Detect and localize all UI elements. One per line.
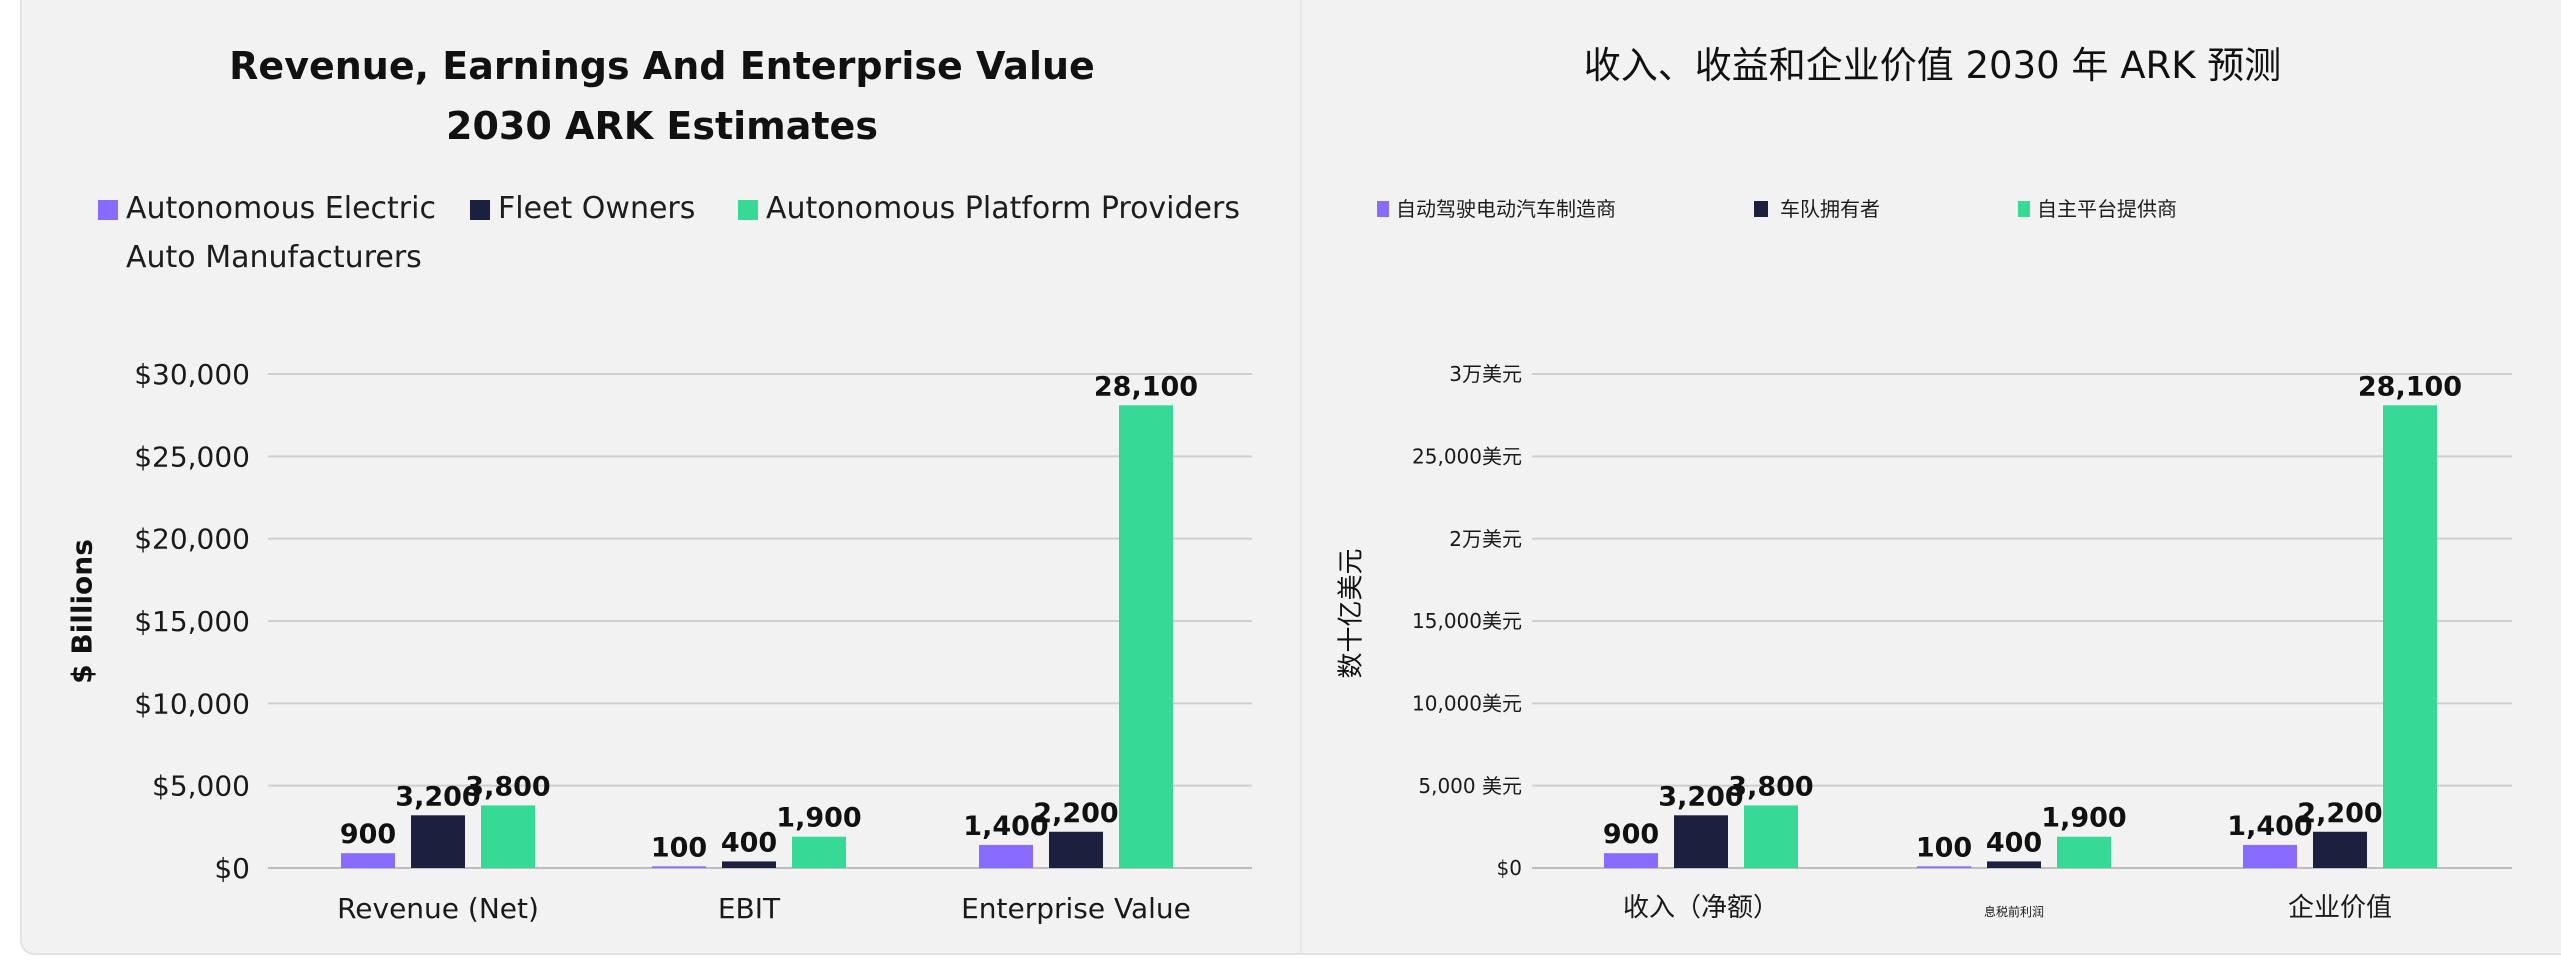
bar-chart-chinese: $0 5,000 美元 10,000美元 15,000美元 2万美元 25,000美元 3万… bbox=[1412, 362, 2512, 923]
chart-panel-english: Revenue, Earnings And Enterprise Value 2… bbox=[20, 0, 1300, 955]
legend-label-autonomous-electric-line-1: Autonomous Electric bbox=[126, 191, 436, 226]
x-category-label-zh: 企业价值 bbox=[2288, 893, 2392, 923]
bar-platform-providers-zh bbox=[2057, 836, 2111, 868]
y-tick-label-zh: 5,000 美元 bbox=[1418, 774, 1522, 798]
data-label-autonomous-electric-zh: 100 bbox=[1916, 832, 1972, 863]
chart-title-chinese: 收入、收益和企业价值 2030 年 ARK 预测 bbox=[1583, 44, 2282, 87]
data-label-autonomous-electric: 100 bbox=[651, 832, 707, 863]
legend-swatch-autonomous-electric-zh bbox=[1377, 201, 1389, 217]
data-label-autonomous-electric-zh: 1,400 bbox=[2227, 811, 2312, 842]
legend-swatch-platform-providers-zh bbox=[2018, 201, 2030, 217]
y-tick-label: $20,000 bbox=[134, 523, 250, 556]
y-tick-label-zh: 3万美元 bbox=[1449, 362, 1522, 386]
bar-platform-providers bbox=[481, 805, 535, 868]
data-label-autonomous-electric-zh: 900 bbox=[1603, 819, 1659, 850]
bar-fleet-owners-zh bbox=[1674, 815, 1728, 868]
data-label-platform-providers-zh: 1,900 bbox=[2041, 803, 2126, 834]
x-category-label-zh: 息税前利润 bbox=[1984, 904, 2044, 919]
chart-title-line-1: Revenue, Earnings And Enterprise Value bbox=[229, 44, 1095, 88]
y-tick-label-zh: 10,000美元 bbox=[1412, 692, 1522, 716]
bar-autonomous-electric bbox=[979, 844, 1033, 868]
chart-panel-chinese: 收入、收益和企业价值 2030 年 ARK 预测 自动驾驶电动汽车制造商 车队拥… bbox=[1300, 0, 2561, 955]
data-label-autonomous-electric: 1,400 bbox=[963, 811, 1048, 842]
data-label-autonomous-electric: 900 bbox=[340, 819, 396, 850]
legend-label-autonomous-electric-zh: 自动驾驶电动汽车制造商 bbox=[1396, 197, 1616, 221]
y-tick-label: $15,000 bbox=[134, 605, 250, 638]
bar-fleet-owners-zh bbox=[1987, 861, 2041, 868]
data-label-platform-providers-zh: 28,100 bbox=[2358, 371, 2462, 402]
y-tick-label: $30,000 bbox=[134, 358, 250, 391]
data-label-fleet-owners: 2,200 bbox=[1033, 798, 1118, 829]
bar-platform-providers bbox=[792, 836, 846, 868]
legend-label-platform-providers: Autonomous Platform Providers bbox=[766, 191, 1240, 226]
bar-autonomous-electric bbox=[341, 853, 395, 868]
x-category-label: Enterprise Value bbox=[961, 892, 1191, 925]
data-label-fleet-owners: 3,200 bbox=[395, 781, 480, 812]
legend-swatch-platform-providers bbox=[738, 200, 758, 220]
chart-title-line-2: 2030 ARK Estimates bbox=[446, 104, 878, 148]
y-tick-label: $25,000 bbox=[134, 440, 250, 473]
bar-fleet-owners bbox=[722, 861, 776, 868]
x-category-label-zh: 收入（净额） bbox=[1623, 893, 1779, 923]
bar-platform-providers-zh bbox=[2383, 405, 2437, 868]
data-label-fleet-owners: 400 bbox=[721, 827, 777, 858]
legend-label-fleet-owners: Fleet Owners bbox=[498, 191, 696, 226]
y-tick-label: $0 bbox=[214, 852, 250, 885]
bar-autonomous-electric-zh bbox=[1604, 853, 1658, 868]
bar-autonomous-electric bbox=[652, 866, 706, 868]
data-label-platform-providers: 28,100 bbox=[1094, 371, 1198, 402]
data-label-fleet-owners-zh: 2,200 bbox=[2297, 798, 2382, 829]
x-category-label: EBIT bbox=[718, 892, 781, 925]
data-label-fleet-owners-zh: 400 bbox=[1986, 827, 2042, 858]
legend-swatch-fleet-owners bbox=[470, 200, 490, 220]
data-label-platform-providers: 1,900 bbox=[776, 803, 861, 834]
legend-swatch-fleet-owners-zh bbox=[1754, 201, 1768, 217]
legend-label-platform-providers-zh: 自主平台提供商 bbox=[2037, 197, 2177, 221]
y-tick-label-zh: 2万美元 bbox=[1449, 527, 1522, 551]
chart-title: Revenue, Earnings And Enterprise Value 2… bbox=[22, 36, 1302, 156]
bar-fleet-owners bbox=[411, 815, 465, 868]
bar-platform-providers bbox=[1119, 405, 1173, 868]
y-tick-label-zh: $0 bbox=[1497, 856, 1522, 880]
legend-label-fleet-owners-zh: 车队拥有者 bbox=[1780, 197, 1880, 221]
data-label-platform-providers: 3,800 bbox=[465, 771, 550, 802]
bar-autonomous-electric-zh bbox=[1917, 866, 1971, 868]
bar-autonomous-electric-zh bbox=[2243, 844, 2297, 868]
bar-fleet-owners bbox=[1049, 831, 1103, 868]
bar-fleet-owners-zh bbox=[2313, 831, 2367, 868]
bar-platform-providers-zh bbox=[1744, 805, 1798, 868]
y-tick-label-zh: 15,000美元 bbox=[1412, 609, 1522, 633]
legend-label-autonomous-electric-line-2: Auto Manufacturers bbox=[126, 240, 422, 275]
x-category-label: Revenue (Net) bbox=[337, 892, 539, 925]
data-label-fleet-owners-zh: 3,200 bbox=[1658, 781, 1743, 812]
y-tick-label: $10,000 bbox=[134, 687, 250, 720]
y-tick-label-zh: 25,000美元 bbox=[1412, 445, 1522, 469]
data-label-platform-providers-zh: 3,800 bbox=[1728, 771, 1813, 802]
y-tick-label: $5,000 bbox=[152, 770, 250, 803]
bar-chart-english: $0 $5,000 $10,000 $15,000 $20,000 $25,000 $30,… bbox=[134, 358, 1252, 925]
legend-swatch-autonomous-electric bbox=[98, 200, 118, 220]
